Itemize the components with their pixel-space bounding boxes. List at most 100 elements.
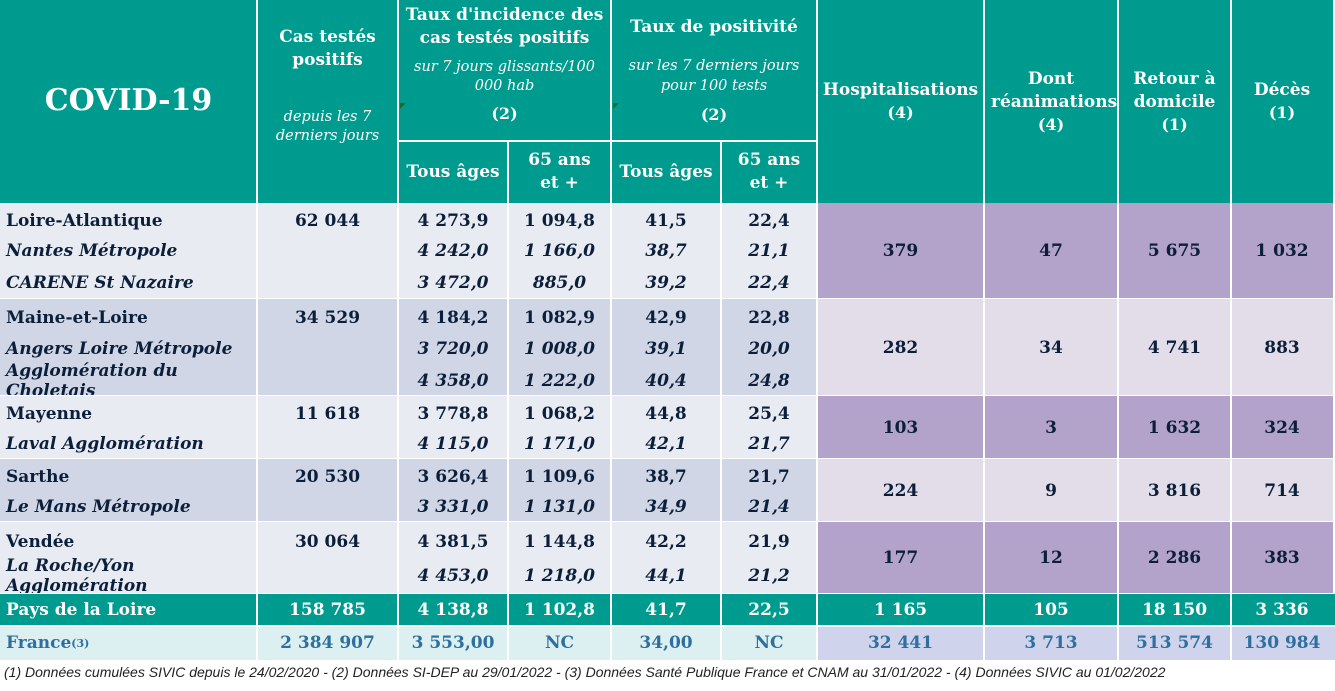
row-bg-purple [817,522,1335,594]
grid-line [816,459,818,522]
dept-pos-65: 22,8 [748,308,790,328]
dept-retour: 5 675 [1147,241,1202,261]
epci-pos-65: 22,4 [748,273,790,293]
row-bg-purple [817,459,1335,522]
dept-pos-65: 21,7 [748,467,790,487]
grid-line [507,203,509,299]
header-inc-65: 65 ans et + [508,141,611,203]
dept-hosp: 103 [882,417,919,438]
france-retour: 513 574 [1136,633,1213,653]
header-hospitalisations: Hospitalisations (4) [817,0,984,203]
dept-inc-65: 1 094,8 [524,211,595,231]
footnote: (1) Données cumulées SIVIC depuis le 24/… [4,664,1166,680]
epci-inc-65: 1 218,0 [524,566,595,586]
header-positivite-label: Taux de positivité [630,17,798,37]
dept-hosp: 224 [882,480,919,501]
grid-line [256,299,258,396]
grid-line [983,203,985,299]
epci-pos-65: 24,8 [748,370,790,391]
grid-line [397,203,399,299]
dept-name: Sarthe [6,467,70,487]
dept-inc-65: 1 109,6 [524,467,595,487]
grid-line [720,396,722,459]
epci-inc-65: 1 171,0 [524,433,595,454]
dept-deces: 383 [1264,548,1300,568]
epci-inc-all: 4 115,0 [417,433,489,454]
grid-line [1333,203,1335,299]
grid-line [397,299,399,396]
france-hosp: 32 441 [867,633,934,653]
dept-retour: 4 741 [1147,337,1202,358]
epci-inc-all: 4 453,0 [417,566,489,586]
grid-line [256,522,258,594]
dept-hosp: 177 [882,548,919,568]
header-positivite: Taux de positivité sur les 7 derniers jo… [611,0,817,141]
header-reanimations: Dont réanimations (4) [984,0,1118,203]
epci-pos-65: 21,1 [748,241,790,261]
france-pos-65: NC [754,633,784,653]
grid-line [1230,522,1232,594]
header-deces: Décès (1) [1231,0,1333,203]
header-incidence-label: Taux d'incidence des cas testés positifs [405,5,604,48]
epci-name: Laval Agglomération [6,433,204,454]
dept-cas: 30 064 [294,532,361,552]
grid-line [816,522,818,594]
grid-line [1333,459,1335,522]
row-bg [0,396,817,459]
dept-rea: 34 [1039,337,1063,358]
grid-line [397,522,399,594]
header-incidence: Taux d'incidence des cas testés positifs… [398,0,611,141]
region-hosp: 1 165 [873,600,928,620]
grid-line [507,459,509,522]
epci-pos-65: 21,4 [748,496,790,517]
epci-name: La Roche/Yon Agglomération [6,556,148,596]
dept-cas: 20 530 [294,467,361,487]
header-incidence-note: (2) [491,104,518,123]
row-bg [0,459,817,522]
dept-pos-all: 42,2 [645,532,687,552]
department-row: Sarthe 20 530 3 626,4 1 109,6 38,7 21,7 224 9 3 … [0,459,1335,523]
grid-line [1117,396,1119,459]
dept-deces: 324 [1264,417,1300,438]
region-pos-all: 41,7 [645,600,687,620]
france-row-purple [817,626,1335,660]
row-bg [0,203,817,299]
dept-hosp: 282 [882,337,919,358]
grid-line [397,396,399,459]
region-name: Pays de la Loire [6,600,157,620]
france-deces: 130 984 [1243,633,1321,653]
france-inc-all: 3 553,00 [411,633,495,653]
france-inc-65: NC [544,633,575,653]
grid-line [983,522,985,594]
dept-hosp: 379 [882,241,919,261]
dept-cas: 11 618 [294,404,361,424]
row-bg-purple [817,396,1335,459]
header-cas-testes: Cas testés positifs depuis les 7 dernier… [257,0,398,203]
header-retour-domicile: Retour à domicile (1) [1118,0,1231,203]
epci-pos-all: 39,1 [645,339,687,359]
dept-name: Mayenne [6,404,93,424]
comment-marker-icon [400,103,406,109]
epci-name: CARENE St Nazaire [6,273,194,293]
grid-line [1230,396,1232,459]
epci-inc-all: 3 720,0 [417,339,489,359]
epci-inc-65: 1 008,0 [524,339,595,359]
epci-name: Le Mans Métropole [6,496,191,517]
grid-line [1333,396,1335,459]
dept-pos-all: 41,5 [645,211,687,231]
region-inc-all: 4 138,8 [417,600,489,620]
grid-line [1230,203,1232,299]
grid-line [507,299,509,396]
epci-inc-all: 4 242,0 [417,241,489,261]
epci-inc-all: 4 358,0 [417,370,489,391]
department-row: Vendée 30 064 4 381,5 1 144,8 42,2 21,9 177 12 2… [0,522,1335,596]
dept-cas: 62 044 [294,211,361,231]
epci-inc-65: 1 131,0 [524,496,595,517]
epci-pos-65: 20,0 [748,339,790,359]
epci-inc-all: 3 331,0 [417,496,489,517]
epci-name: Angers Loire Métropole [6,339,233,359]
dept-inc-all: 4 273,9 [417,211,489,231]
dept-name: Maine-et-Loire [6,308,148,328]
dept-deces: 714 [1264,480,1300,501]
